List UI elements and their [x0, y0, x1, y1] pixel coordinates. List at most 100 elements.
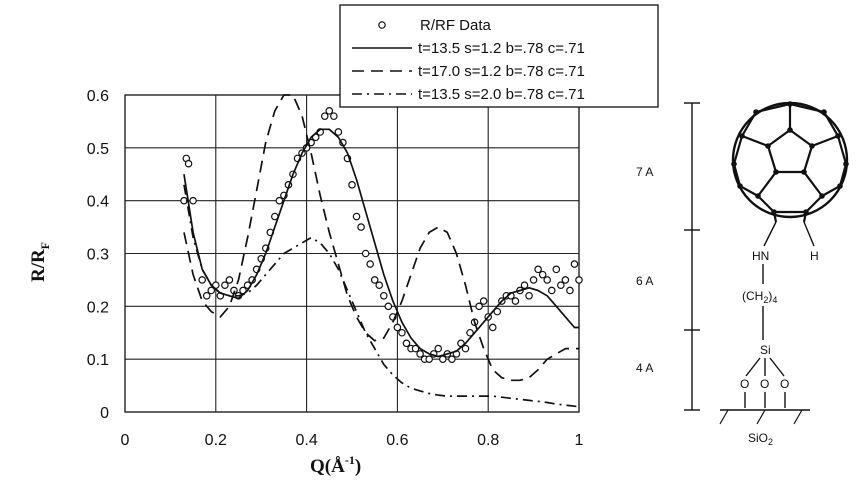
data-point: [543, 276, 552, 284]
plot-area: 0 0.2 0.4 0.6 0.8 1 0 0.1 0.2 0.3 0.4 0.5 0.6: [87, 88, 584, 449]
data-point: [547, 286, 556, 295]
chain-main: (CH: [742, 289, 763, 303]
label-si: Si: [760, 343, 771, 357]
y-tick-label: 0: [100, 405, 109, 422]
bond-hn: [763, 221, 777, 247]
substrate-hatch-2: [756, 409, 766, 425]
y-tick-label: 0.1: [87, 352, 109, 369]
substrate-hatch-3: [793, 409, 803, 425]
label-hn: HN: [752, 249, 769, 263]
series-line-dashed: [183, 94, 579, 382]
data-point: [334, 128, 343, 136]
data-point: [402, 339, 411, 348]
data-point: [393, 323, 402, 332]
y-tick-label: 0.2: [87, 299, 109, 316]
fullerene-icon: [731, 101, 849, 223]
legend-label-data: R/RF Data: [420, 17, 492, 34]
data-point: [561, 276, 570, 284]
data-point: [525, 291, 533, 300]
y-tick-label: 0.6: [87, 88, 109, 105]
data-point: [348, 181, 356, 189]
data-point: [207, 286, 216, 295]
substrate-sub: 2: [768, 437, 773, 447]
y-axis-label-main: R/R: [28, 249, 49, 282]
data-point: [184, 159, 193, 168]
label-h: H: [810, 249, 819, 263]
data-point: [493, 307, 502, 316]
data-point: [352, 212, 361, 221]
y-tick-label: 0.3: [87, 247, 109, 264]
data-point: [330, 112, 338, 120]
x-tick-label: 0: [121, 432, 130, 449]
legend-marker-data: [378, 21, 386, 29]
data-point: [320, 112, 329, 120]
data-point: [575, 276, 583, 284]
data-point: [384, 302, 393, 311]
x-axis-label-main: Q(Å: [310, 456, 345, 477]
series-line-solid: [183, 128, 579, 358]
legend-box: [339, 4, 659, 108]
series-group: [180, 94, 583, 408]
x-axis-label: Q(Å-1): [310, 453, 361, 477]
substrate-main: SiO: [748, 431, 768, 445]
data-point: [325, 107, 334, 115]
label-chain: (CH2)4: [742, 289, 777, 305]
data-point: [275, 196, 284, 205]
x-tick-label: 1: [575, 432, 584, 449]
data-point: [466, 328, 474, 337]
x-tick-label: 0.4: [295, 432, 317, 449]
y-axis-label-sub: F: [38, 242, 52, 249]
data-point: [566, 286, 574, 295]
data-point: [511, 297, 520, 305]
data-point: [202, 291, 211, 300]
x-tick-label: 0.6: [386, 432, 408, 449]
data-point: [538, 270, 547, 279]
chain-close: ): [768, 289, 772, 303]
data-point: [520, 281, 529, 290]
molecule-diagram: 7 A 6 A 4 A: [636, 101, 849, 447]
x-tick-label: 0.8: [477, 432, 499, 449]
bond-si-o1: [745, 357, 761, 377]
fullerene-vertices: [731, 101, 849, 215]
legend-label-dashed: t=17.0 s=1.2 b=.78 c=.71: [418, 63, 585, 80]
y-tick-label: 0.5: [87, 141, 109, 158]
y-tick-labels: 0 0.1 0.2 0.3 0.4 0.5 0.6: [87, 88, 109, 422]
chain-sub: 2: [763, 295, 768, 305]
data-point: [398, 328, 406, 337]
data-point: [557, 281, 565, 290]
grid: [125, 95, 579, 412]
data-point: [198, 276, 206, 284]
data-point: [361, 249, 370, 258]
x-axis-label-sup: -1: [345, 453, 355, 467]
bond-si-o3: [769, 357, 785, 377]
y-tick-label: 0.4: [87, 194, 109, 211]
legend-label-dashdot: t=13.5 s=2.0 b=.78 c=.71: [418, 86, 585, 103]
series-data-points: [180, 107, 583, 363]
data-point: [448, 355, 456, 363]
data-point: [461, 344, 470, 353]
data-point: [221, 281, 229, 290]
data-point: [379, 291, 388, 300]
bond-h: [803, 221, 815, 247]
series-line-dash-dot: [183, 184, 580, 408]
data-point: [357, 223, 365, 231]
label-o3: O: [780, 377, 789, 391]
data-point: [475, 302, 483, 311]
dimension-label-7a: 7 A: [636, 165, 653, 179]
label-o1: O: [740, 377, 749, 391]
label-substrate: SiO2: [748, 431, 773, 447]
data-point: [370, 276, 379, 284]
data-point: [529, 276, 538, 284]
y-axis-label: R/RF: [28, 242, 52, 282]
data-point: [366, 260, 374, 268]
chain-count: 4: [772, 295, 777, 305]
data-point: [425, 355, 433, 363]
data-point: [375, 281, 384, 290]
data-point: [552, 265, 561, 274]
data-point: [534, 265, 542, 274]
x-tick-labels: 0 0.2 0.4 0.6 0.8 1: [121, 432, 584, 449]
data-point: [434, 344, 443, 353]
data-point: [189, 196, 197, 205]
data-point: [416, 350, 424, 358]
